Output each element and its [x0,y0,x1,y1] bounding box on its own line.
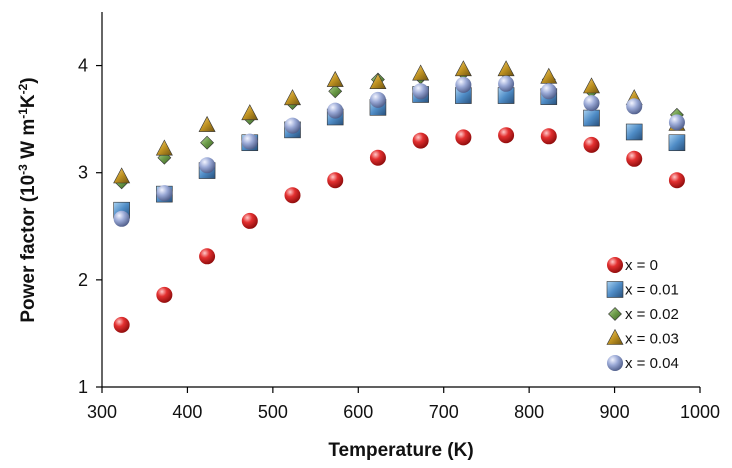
series-x-0 [113,127,685,333]
x-tick-label: 600 [343,402,373,422]
legend-label: x = 0.01 [625,282,679,299]
data-point [455,129,472,146]
data-point [328,84,343,99]
legend-label: x = 0.02 [625,306,679,323]
data-point [626,150,643,167]
series-x-0-01 [113,86,686,219]
data-point [625,123,643,141]
x-tick-label: 900 [600,402,630,422]
data-point [412,132,429,149]
data-point [369,73,387,90]
y-axis-title-part: ) [18,77,39,83]
x-tick-label: 1000 [680,402,720,422]
data-point [199,248,216,265]
y-tick-label: 1 [78,377,88,397]
data-point [668,134,686,152]
data-point [583,77,601,94]
data-point [200,135,215,150]
data-point [327,172,344,189]
y-tick-label: 2 [78,270,88,290]
data-point [156,286,173,303]
data-point [412,83,429,100]
data-point [497,60,515,77]
y-axis-title-superscript: -3 [16,164,30,175]
y-axis-title-superscript: -2 [16,83,30,94]
x-tick-label: 400 [172,402,202,422]
data-point [369,91,386,108]
data-point [241,133,258,150]
data-point [668,172,685,189]
x-tick-label: 800 [514,402,544,422]
data-point [284,89,302,106]
x-tick-label: 300 [87,402,117,422]
legend: x = 0 x = 0.01 x = 0.02 x = 0.03 x = 0.04 [606,257,679,372]
data-point [284,187,301,204]
data-point [498,75,515,92]
data-point [583,95,600,112]
data-point [455,76,472,93]
legend-marker [606,328,624,345]
data-point [198,115,216,132]
series-x-0-04 [113,75,685,227]
data-point [369,149,386,166]
legend-label: x = 0.03 [625,331,679,348]
data-point [327,102,344,119]
y-axis-title: Power factor (10-3 W m-1K-2) [16,77,39,322]
legend-label: x = 0 [625,257,658,274]
data-point [113,167,131,184]
data-points [113,60,686,333]
data-point [583,136,600,153]
data-point [540,67,558,84]
x-ticks: 300 400 500 600 700 800 900 1000 [87,387,720,422]
y-tick-label: 3 [78,163,88,183]
x-tick-label: 700 [429,402,459,422]
y-axis-title-superscript: -1 [16,108,30,119]
data-point [498,127,515,144]
y-axis-title-part: Power factor (10 [18,175,39,323]
data-point [540,128,557,145]
x-axis-title: Temperature (K) [328,440,473,461]
x-tick-label: 500 [258,402,288,422]
data-point [113,316,130,333]
data-point [241,104,259,121]
y-axis-title-part: K [18,94,39,108]
data-point [155,139,173,156]
y-axis-title-part: W m [18,119,39,164]
data-point [113,210,130,227]
data-point [284,117,301,134]
y-ticks: 1 2 3 4 [78,56,102,397]
data-point [540,83,557,100]
data-point [326,70,344,87]
data-point [199,157,216,174]
legend-marker [607,355,623,371]
legend-marker [606,281,624,298]
data-point [454,60,472,77]
data-point [668,114,685,131]
data-point [626,98,643,115]
data-point [583,109,600,127]
legend-marker [607,257,623,273]
y-tick-label: 4 [78,56,88,76]
legend-marker [608,307,622,321]
legend-label: x = 0.04 [625,355,679,372]
data-point [241,212,258,229]
data-point [156,185,173,202]
data-point [412,64,430,81]
